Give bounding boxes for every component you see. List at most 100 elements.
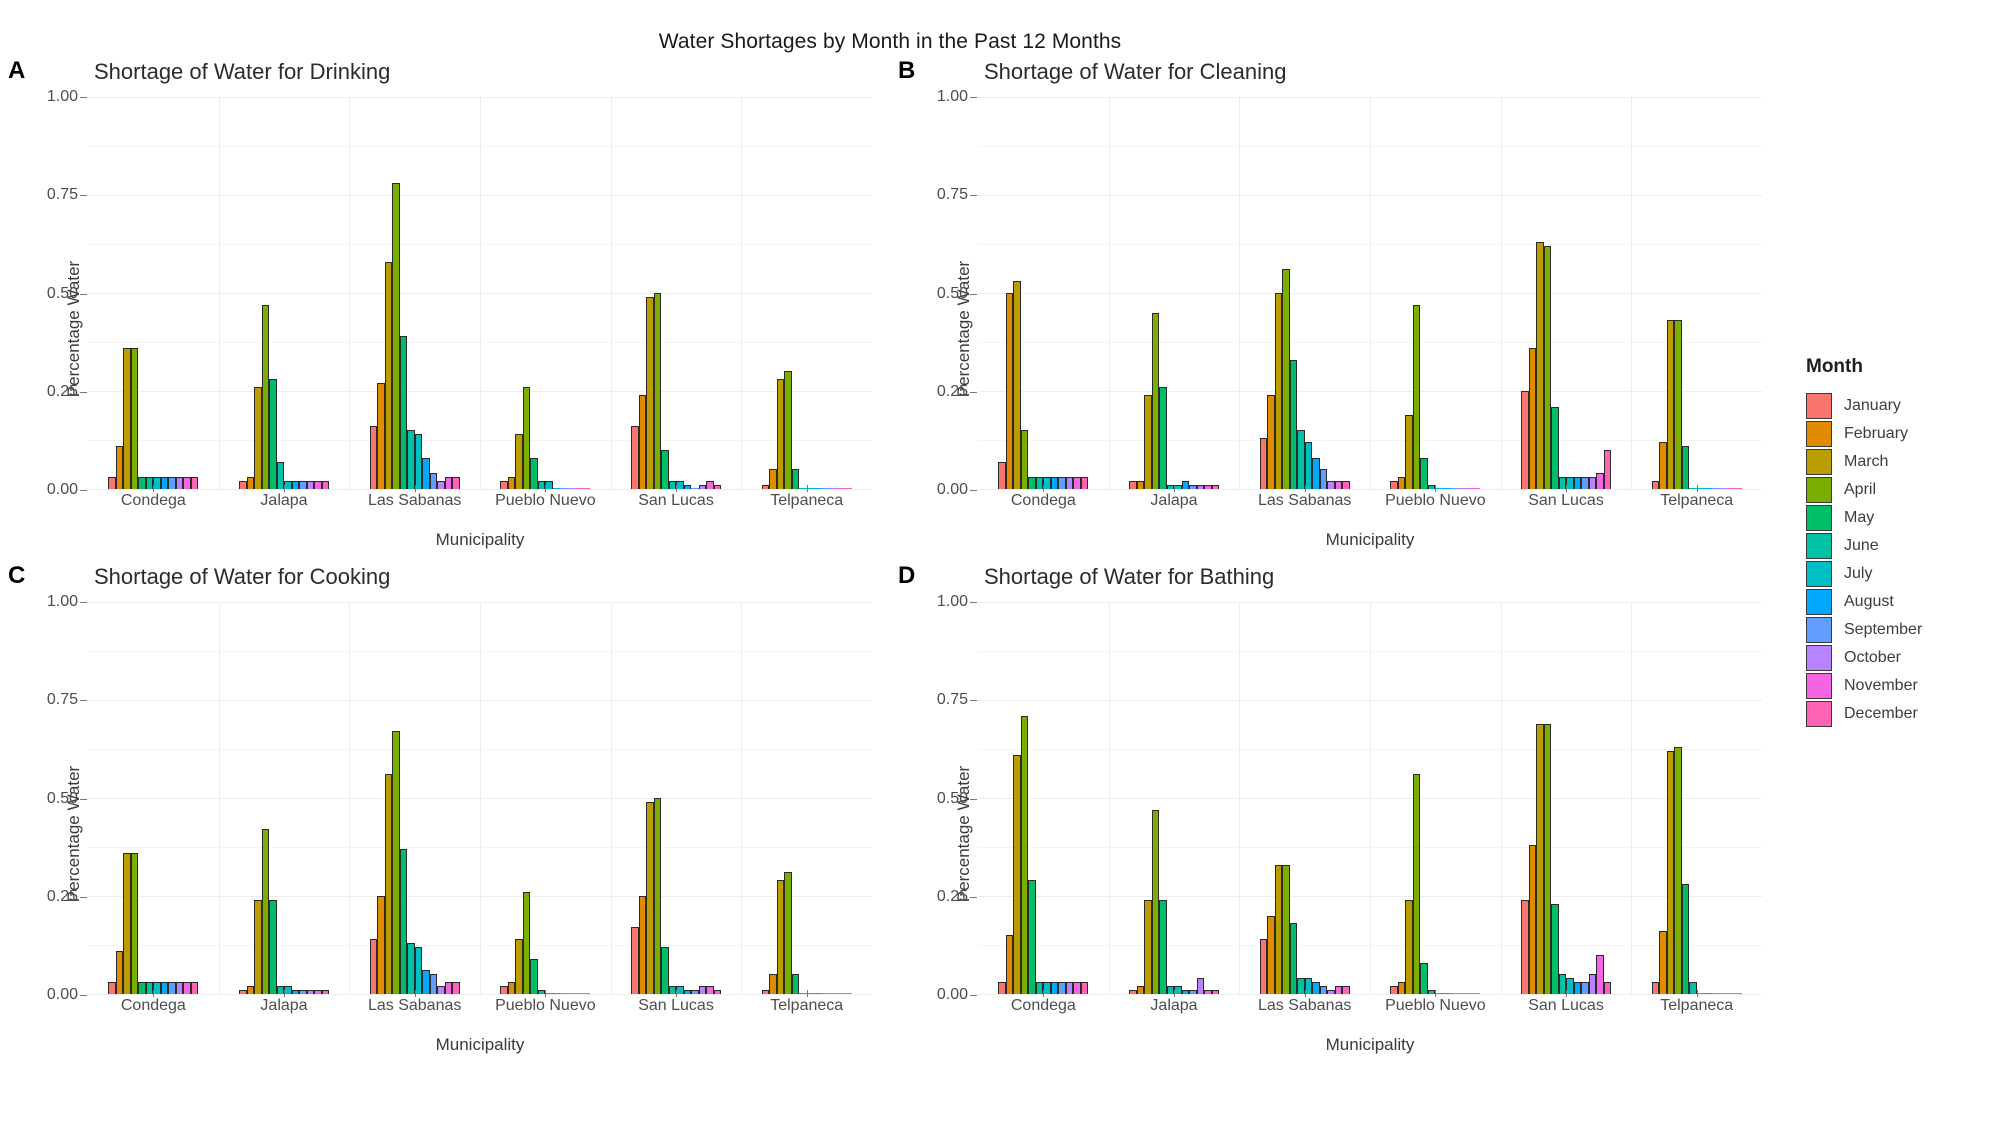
bar: [175, 982, 184, 994]
x-tick-mark: [284, 485, 285, 492]
gridline-vertical: [741, 602, 743, 994]
legend-item-june[interactable]: June: [1806, 532, 1996, 560]
bar: [1681, 445, 1690, 489]
panel-title: Shortage of Water for Cooking: [94, 564, 391, 589]
bar: [123, 347, 131, 489]
gridline-major: [88, 994, 872, 995]
bar: [261, 829, 269, 994]
bar: [560, 993, 568, 994]
bar: [500, 481, 508, 489]
panel-title: Shortage of Water for Drinking: [94, 59, 391, 84]
bar: [437, 986, 445, 994]
x-tick-mark: [284, 990, 285, 997]
bar: [1080, 477, 1089, 489]
y-tick-label: 0.75: [936, 691, 978, 709]
bar: [668, 481, 677, 489]
x-tick-label: Las Sabanas: [349, 990, 480, 1023]
bar: [291, 481, 299, 489]
bar: [299, 481, 307, 489]
x-tick-mark: [1304, 485, 1306, 492]
bar-group: [88, 602, 219, 994]
bar: [145, 982, 154, 994]
y-axis: 0.00 0.25 0.50 0.75 1.00: [30, 593, 88, 1003]
gridline-vertical: [1239, 97, 1241, 489]
bar: [183, 477, 191, 489]
bar: [1211, 990, 1219, 994]
bar: [1304, 441, 1313, 489]
bar: [1603, 449, 1612, 489]
bar-group: [978, 602, 1109, 994]
bar: [821, 488, 830, 489]
bar: [1289, 923, 1298, 994]
bar: [1420, 962, 1428, 994]
gridline-vertical: [1108, 602, 1110, 994]
bar: [1450, 993, 1458, 994]
bar: [299, 990, 307, 994]
y-tick-label: 1.00: [936, 88, 978, 105]
bar: [507, 477, 516, 489]
bar: [814, 488, 822, 489]
gridline-major: [88, 489, 872, 490]
y-tick-label: 0.00: [46, 986, 88, 1003]
legend-item-november[interactable]: November: [1806, 672, 1996, 700]
bar: [1711, 488, 1720, 489]
bar: [168, 982, 176, 994]
bar: [1397, 982, 1406, 994]
legend-item-september[interactable]: September: [1806, 616, 1996, 644]
bar: [713, 485, 722, 489]
bar-group: [978, 97, 1109, 489]
bar: [1450, 488, 1458, 489]
bar: [791, 469, 800, 489]
bar: [552, 488, 561, 489]
bar: [399, 336, 408, 489]
x-tick-label: Telpaneca: [741, 485, 872, 518]
y-tick-label: 0.75: [46, 691, 88, 709]
legend-item-july[interactable]: July: [1806, 560, 1996, 588]
bar: [545, 481, 553, 489]
bar: [683, 990, 692, 994]
x-tick-label: Jalapa: [219, 990, 350, 1023]
legend-item-january[interactable]: January: [1806, 392, 1996, 420]
bar-group: [1239, 97, 1370, 489]
legend-swatch-icon: [1806, 701, 1832, 727]
legend-item-august[interactable]: August: [1806, 588, 1996, 616]
bar: [806, 488, 815, 489]
bar: [175, 477, 184, 489]
x-axis-ticks: Condega Jalapa Las Sabanas Pueblo Nuevo San …: [88, 485, 872, 518]
bar-group: [1501, 97, 1632, 489]
legend-item-may[interactable]: May: [1806, 504, 1996, 532]
bar: [698, 485, 707, 489]
bar: [1035, 477, 1044, 489]
plot-area: Percentage Water 0.00 0.25 0.50 0.75 1.00 Cond…: [890, 88, 1772, 560]
bar: [239, 481, 247, 489]
x-tick-label: San Lucas: [611, 485, 742, 518]
bar: [1726, 993, 1735, 994]
bar: [1666, 320, 1675, 489]
legend-item-february[interactable]: February: [1806, 420, 1996, 448]
bar: [1013, 281, 1021, 489]
legend-label: June: [1844, 537, 1879, 554]
chart-title: Water Shortages by Month in the Past 12 …: [658, 30, 1122, 53]
bar-group: [1370, 97, 1501, 489]
x-tick-label: Telpaneca: [741, 990, 872, 1023]
legend-item-april[interactable]: April: [1806, 476, 1996, 504]
legend-item-march[interactable]: March: [1806, 448, 1996, 476]
legend-label: March: [1844, 453, 1889, 470]
legend-swatch-icon: [1806, 393, 1832, 419]
bar: [769, 469, 777, 489]
bar: [515, 939, 523, 994]
bar: [698, 986, 707, 994]
bar: [190, 477, 199, 489]
bar: [1711, 993, 1720, 994]
x-tick-mark: [414, 990, 416, 997]
bar: [314, 481, 322, 489]
bar: [183, 982, 191, 994]
bar: [691, 488, 699, 489]
bar: [153, 982, 161, 994]
legend-item-december[interactable]: December: [1806, 700, 1996, 728]
gridline-vertical: [741, 97, 743, 489]
bar: [552, 993, 561, 994]
legend-item-october[interactable]: October: [1806, 644, 1996, 672]
bar: [691, 990, 699, 994]
bar: [713, 990, 722, 994]
